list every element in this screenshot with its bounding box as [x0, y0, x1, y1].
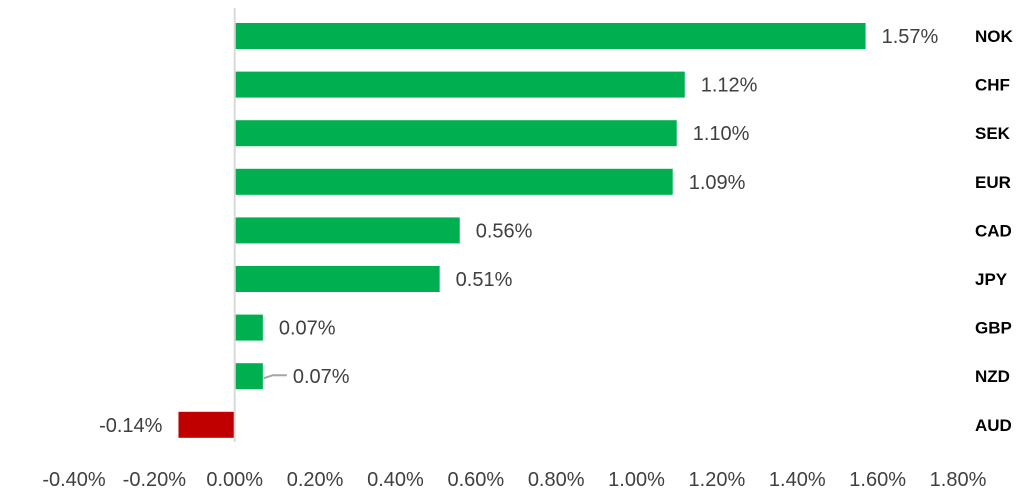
bar-eur: [234, 168, 673, 195]
bar-chf: [234, 71, 685, 98]
x-tick-label: 1.80%: [930, 469, 987, 491]
bar-sek: [234, 120, 677, 147]
leader-line-nzd: [263, 374, 287, 380]
data-label-eur: 1.09%: [689, 172, 746, 194]
x-tick-label: -0.20%: [123, 469, 187, 491]
category-label-gbp: GBP: [975, 319, 1012, 338]
x-tick-label: 0.00%: [206, 469, 263, 491]
data-label-chf: 1.12%: [701, 75, 758, 97]
data-label-nok: 1.57%: [882, 26, 939, 48]
x-tick-label: 1.00%: [608, 469, 665, 491]
x-tick-label: 1.60%: [849, 469, 906, 491]
x-axis-tick-labels: -0.40% -0.20% 0.00% 0.20% 0.40% 0.60% 0.80% 1.0…: [42, 469, 986, 491]
bar-aud: [178, 411, 235, 438]
data-label-gbp: 0.07%: [279, 318, 336, 340]
data-labels-layer: 1.57% 1.12% 1.10% 1.09% 0.56% 0.51% 0.07% 0.07%…: [99, 26, 938, 437]
data-label-nzd: 0.07%: [293, 366, 350, 388]
data-label-aud: -0.14%: [99, 415, 163, 437]
x-tick-label: 0.20%: [287, 469, 344, 491]
category-label-nok: NOK: [975, 27, 1014, 46]
x-tick-label: 0.60%: [447, 469, 504, 491]
category-label-cad: CAD: [975, 221, 1012, 240]
category-label-chf: CHF: [975, 76, 1010, 95]
data-label-sek: 1.10%: [693, 123, 750, 145]
bar-jpy: [234, 266, 440, 292]
data-label-cad: 0.56%: [476, 220, 533, 242]
bar-nok: [234, 23, 866, 49]
x-tick-label: 0.40%: [367, 469, 424, 491]
category-labels-layer: NOK CHF SEK EUR CAD JPY GBP NZD AUD: [975, 27, 1014, 435]
category-label-aud: AUD: [975, 416, 1012, 435]
bar-gbp: [234, 314, 263, 341]
category-label-sek: SEK: [975, 124, 1011, 143]
bar-cad: [234, 217, 460, 244]
category-label-eur: EUR: [975, 173, 1011, 192]
x-tick-label: 0.80%: [528, 469, 585, 491]
x-tick-label: -0.40%: [42, 469, 106, 491]
category-label-nzd: NZD: [975, 367, 1010, 386]
category-label-jpy: JPY: [975, 270, 1008, 289]
data-label-jpy: 0.51%: [456, 269, 513, 291]
bars-layer: [178, 23, 866, 438]
bar-nzd: [234, 363, 263, 390]
x-tick-label: 1.40%: [769, 469, 826, 491]
x-tick-label: 1.20%: [689, 469, 746, 491]
